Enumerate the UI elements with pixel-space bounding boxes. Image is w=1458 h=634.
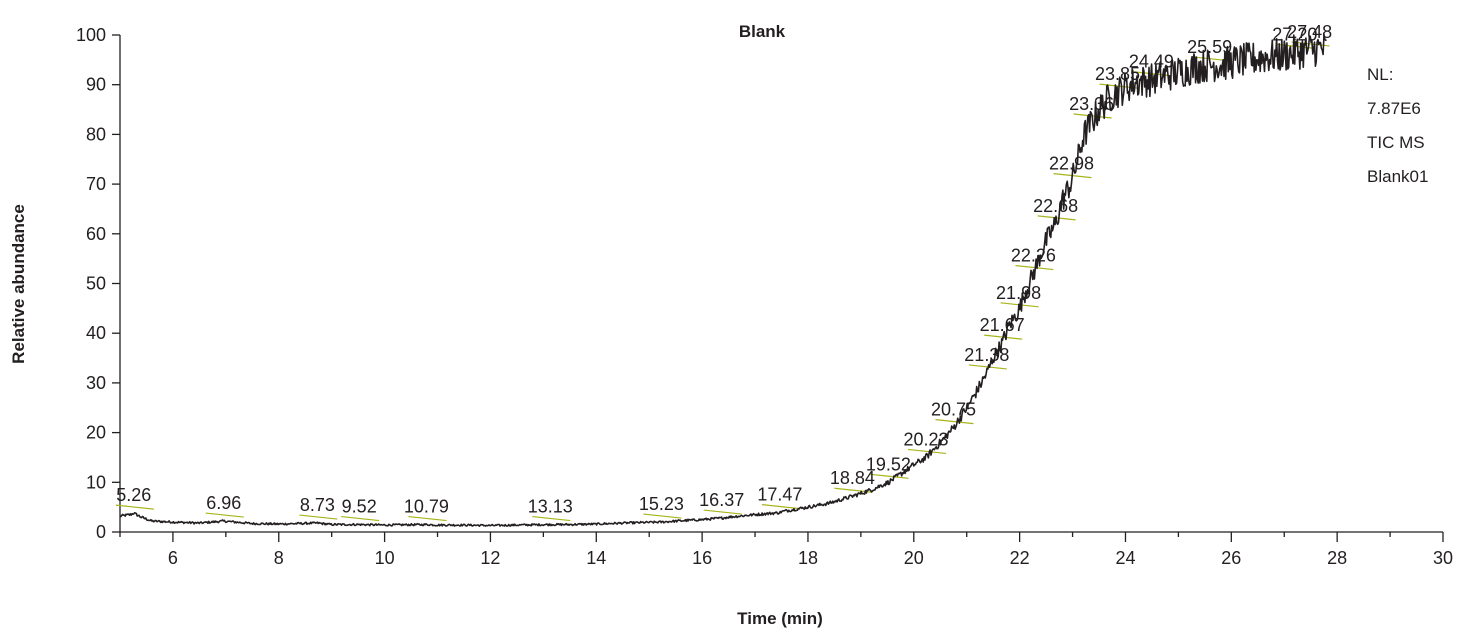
peak-leader-line — [761, 504, 800, 510]
peak-label: 27.20 — [1272, 24, 1317, 44]
peak-label: 16.37 — [699, 490, 744, 510]
peak-leader-line — [1015, 264, 1054, 271]
peak-leader-line — [907, 448, 947, 455]
peak-label: 13.13 — [528, 497, 573, 517]
x-tick-label: 22 — [1010, 548, 1030, 568]
peak-label: 20.23 — [903, 429, 948, 449]
info-sample-name: Blank01 — [1367, 167, 1428, 186]
y-tick-label: 0 — [96, 522, 106, 542]
y-tick-label: 80 — [86, 124, 106, 144]
x-tick-label: 30 — [1433, 548, 1453, 568]
peak-leader-line — [643, 513, 682, 519]
info-scan-type: TIC MS — [1367, 133, 1425, 152]
peak-label: 21.67 — [980, 315, 1025, 335]
x-axis-title: Time (min) — [737, 609, 823, 628]
tic-trace-line — [119, 34, 1327, 527]
peak-label: 15.23 — [639, 494, 684, 514]
peak-label: 22.26 — [1011, 246, 1056, 266]
y-tick-label: 50 — [86, 274, 106, 294]
peak-label: 23.36 — [1069, 94, 1114, 114]
peak-label: 18.84 — [830, 468, 875, 488]
x-tick-label: 16 — [692, 548, 712, 568]
peak-label: 10.79 — [404, 497, 449, 517]
peak-leader-line — [935, 419, 974, 425]
x-tick-label: 14 — [586, 548, 606, 568]
y-axis-title: Relative abundance — [9, 204, 28, 364]
peak-label: 25.59 — [1187, 37, 1232, 57]
peak-leader-line — [115, 504, 154, 510]
peak-leader-lines — [115, 41, 1330, 522]
peak-label: 5.26 — [116, 485, 151, 505]
x-tick-label: 6 — [168, 548, 178, 568]
peak-leader-line — [299, 514, 338, 520]
peak-label: 6.96 — [206, 493, 241, 513]
x-tick-label: 28 — [1327, 548, 1347, 568]
info-normalization-label: NL: — [1367, 65, 1393, 84]
y-tick-label: 90 — [86, 75, 106, 95]
peak-label: 19.52 — [866, 454, 911, 474]
peak-leader-line — [341, 515, 380, 522]
peak-label: 27.48 — [1287, 22, 1332, 42]
y-tick-label: 10 — [86, 472, 106, 492]
peak-label: 17.47 — [757, 485, 802, 505]
peak-labels: 5.26 6.96 8.73 9.52 10.79 13.13 15.23 16.37 17.4… — [116, 22, 1332, 517]
peak-label: 21.98 — [996, 283, 1041, 303]
y-tick-label: 40 — [86, 323, 106, 343]
x-tick-label: 26 — [1221, 548, 1241, 568]
peak-label: 9.52 — [342, 497, 377, 517]
x-tick-label: 24 — [1115, 548, 1135, 568]
peak-label: 23.85 — [1095, 64, 1140, 84]
y-tick-label: 100 — [76, 25, 106, 45]
info-box: NL: 7.87E6 TIC MS Blank01 — [1367, 65, 1428, 186]
x-tick-label: 8 — [274, 548, 284, 568]
x-tick-label: 18 — [798, 548, 818, 568]
y-tick-label: 30 — [86, 373, 106, 393]
chart-title: Blank — [739, 22, 786, 41]
peak-label: 24.49 — [1129, 52, 1174, 72]
x-tick-label: 10 — [375, 548, 395, 568]
x-tick-label: 12 — [480, 548, 500, 568]
trace-layer — [119, 34, 1327, 527]
peak-label: 22.68 — [1033, 196, 1078, 216]
y-tick-label: 20 — [86, 423, 106, 443]
peak-leader-line — [532, 515, 571, 522]
axes: 0 10 20 30 40 50 60 70 80 90 100 6 8 10 12 14 16 18 20 22 24… — [76, 25, 1453, 568]
peak-label: 8.73 — [300, 495, 335, 515]
peak-leader-line — [408, 515, 447, 522]
y-tick-label: 60 — [86, 224, 106, 244]
peak-label: 21.38 — [964, 345, 1009, 365]
x-tick-label: 20 — [904, 548, 924, 568]
y-tick-label: 70 — [86, 174, 106, 194]
info-normalization-value: 7.87E6 — [1367, 99, 1421, 118]
peak-leader-line — [703, 509, 742, 515]
peak-label: 20.75 — [931, 400, 976, 420]
peak-leader-line — [205, 512, 244, 518]
peak-label: 22.98 — [1049, 154, 1094, 174]
peak-leader-line — [870, 473, 909, 479]
